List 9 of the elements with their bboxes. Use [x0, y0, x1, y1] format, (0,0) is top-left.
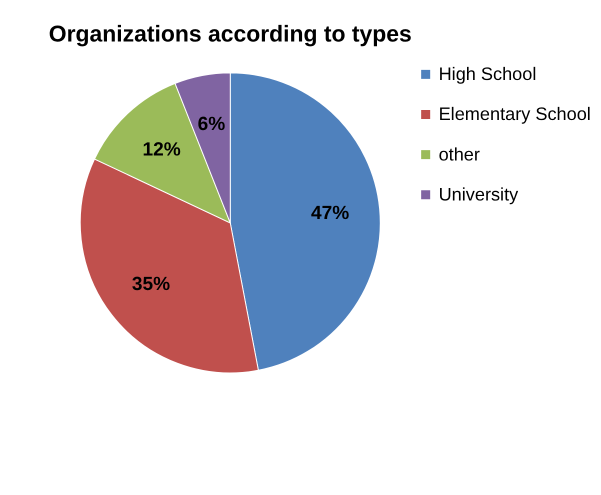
data-label: 12% [142, 140, 181, 161]
legend-label: Elementary School [438, 104, 591, 124]
legend-label: other [438, 144, 480, 164]
data-label: 47% [311, 203, 350, 224]
chart-title: Organizations according to types [48, 20, 412, 46]
data-label: 6% [198, 114, 226, 136]
legend-label: University [438, 184, 520, 204]
legend-label: High School [438, 64, 536, 84]
data-label: 35% [132, 274, 170, 296]
